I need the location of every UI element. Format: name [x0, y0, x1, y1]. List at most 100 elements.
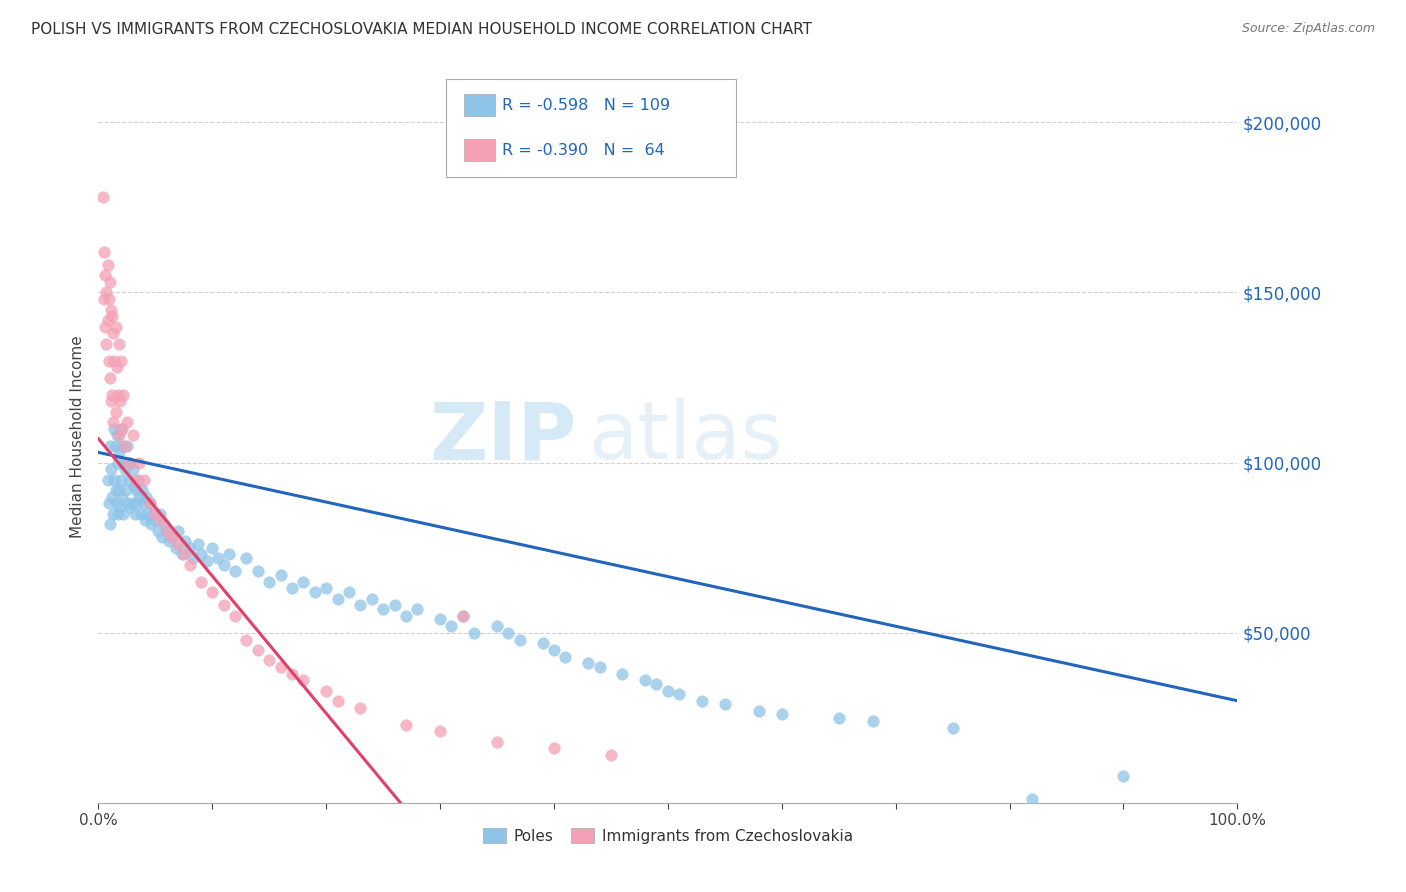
Point	[162, 531, 184, 545]
Point	[142, 507, 165, 521]
Point	[657, 683, 679, 698]
Point	[173, 548, 195, 562]
Point	[576, 657, 599, 671]
Point	[406, 602, 429, 616]
Point	[125, 473, 148, 487]
Point	[371, 602, 394, 616]
Point	[105, 428, 128, 442]
Point	[111, 439, 134, 453]
Point	[93, 293, 115, 307]
Point	[218, 548, 240, 562]
Point	[463, 625, 485, 640]
Point	[690, 694, 713, 708]
Text: atlas: atlas	[588, 398, 783, 476]
Point	[212, 558, 235, 572]
Point	[103, 421, 125, 435]
Point	[94, 268, 117, 283]
Point	[103, 473, 125, 487]
Text: ZIP: ZIP	[429, 398, 576, 476]
Point	[190, 574, 212, 589]
Point	[112, 507, 135, 521]
Point	[98, 275, 121, 289]
Point	[100, 302, 122, 317]
Point	[108, 336, 131, 351]
Point	[167, 524, 190, 538]
Point	[315, 582, 337, 596]
Point	[100, 462, 122, 476]
Point	[714, 697, 737, 711]
Point	[110, 473, 132, 487]
Point	[110, 353, 132, 368]
Point	[543, 642, 565, 657]
Point	[97, 293, 120, 307]
Point	[120, 456, 142, 470]
Point	[509, 632, 531, 647]
Point	[156, 524, 179, 538]
Point	[246, 642, 269, 657]
Point	[107, 456, 129, 470]
Point	[136, 507, 159, 521]
Point	[186, 537, 208, 551]
Point	[498, 625, 520, 640]
Point	[179, 558, 201, 572]
Point	[304, 585, 326, 599]
Point	[100, 394, 122, 409]
Point	[149, 507, 172, 521]
Point	[395, 717, 418, 731]
Point	[108, 428, 131, 442]
Point	[132, 473, 155, 487]
Point	[1112, 768, 1135, 782]
Point	[117, 496, 139, 510]
Point	[112, 456, 135, 470]
Point	[91, 190, 114, 204]
Point	[98, 516, 121, 531]
Point	[96, 473, 118, 487]
Point	[270, 567, 292, 582]
Point	[121, 462, 143, 476]
Point	[588, 659, 610, 673]
Point	[131, 483, 153, 497]
Point	[531, 636, 554, 650]
Point	[612, 666, 634, 681]
Point	[105, 496, 128, 510]
Point	[114, 439, 136, 453]
Point	[281, 582, 304, 596]
Point	[104, 404, 127, 418]
Point	[174, 533, 197, 548]
Point	[349, 700, 371, 714]
Point	[110, 421, 132, 435]
Point	[543, 741, 565, 756]
Point	[429, 612, 451, 626]
Point	[451, 608, 474, 623]
Point	[349, 599, 371, 613]
Point	[645, 677, 668, 691]
Point	[104, 483, 127, 497]
Point	[120, 500, 142, 514]
Point	[770, 707, 793, 722]
Point	[132, 496, 155, 510]
Point	[128, 456, 150, 470]
Point	[195, 554, 218, 568]
Point	[157, 533, 180, 548]
Point	[124, 507, 146, 521]
Point	[129, 507, 152, 521]
Point	[235, 632, 257, 647]
Point	[94, 319, 117, 334]
Point	[108, 445, 131, 459]
Legend: Poles, Immigrants from Czechoslovakia: Poles, Immigrants from Czechoslovakia	[477, 822, 859, 850]
Point	[108, 500, 131, 514]
Text: Source: ZipAtlas.com: Source: ZipAtlas.com	[1241, 22, 1375, 36]
Point	[96, 258, 118, 272]
Point	[224, 565, 246, 579]
Point	[146, 524, 169, 538]
Point	[440, 619, 463, 633]
Point	[127, 473, 149, 487]
Point	[162, 531, 184, 545]
Point	[235, 550, 257, 565]
Point	[107, 387, 129, 401]
Point	[600, 748, 623, 763]
Point	[105, 360, 128, 375]
Point	[150, 531, 173, 545]
Point	[337, 585, 360, 599]
Point	[125, 483, 148, 497]
